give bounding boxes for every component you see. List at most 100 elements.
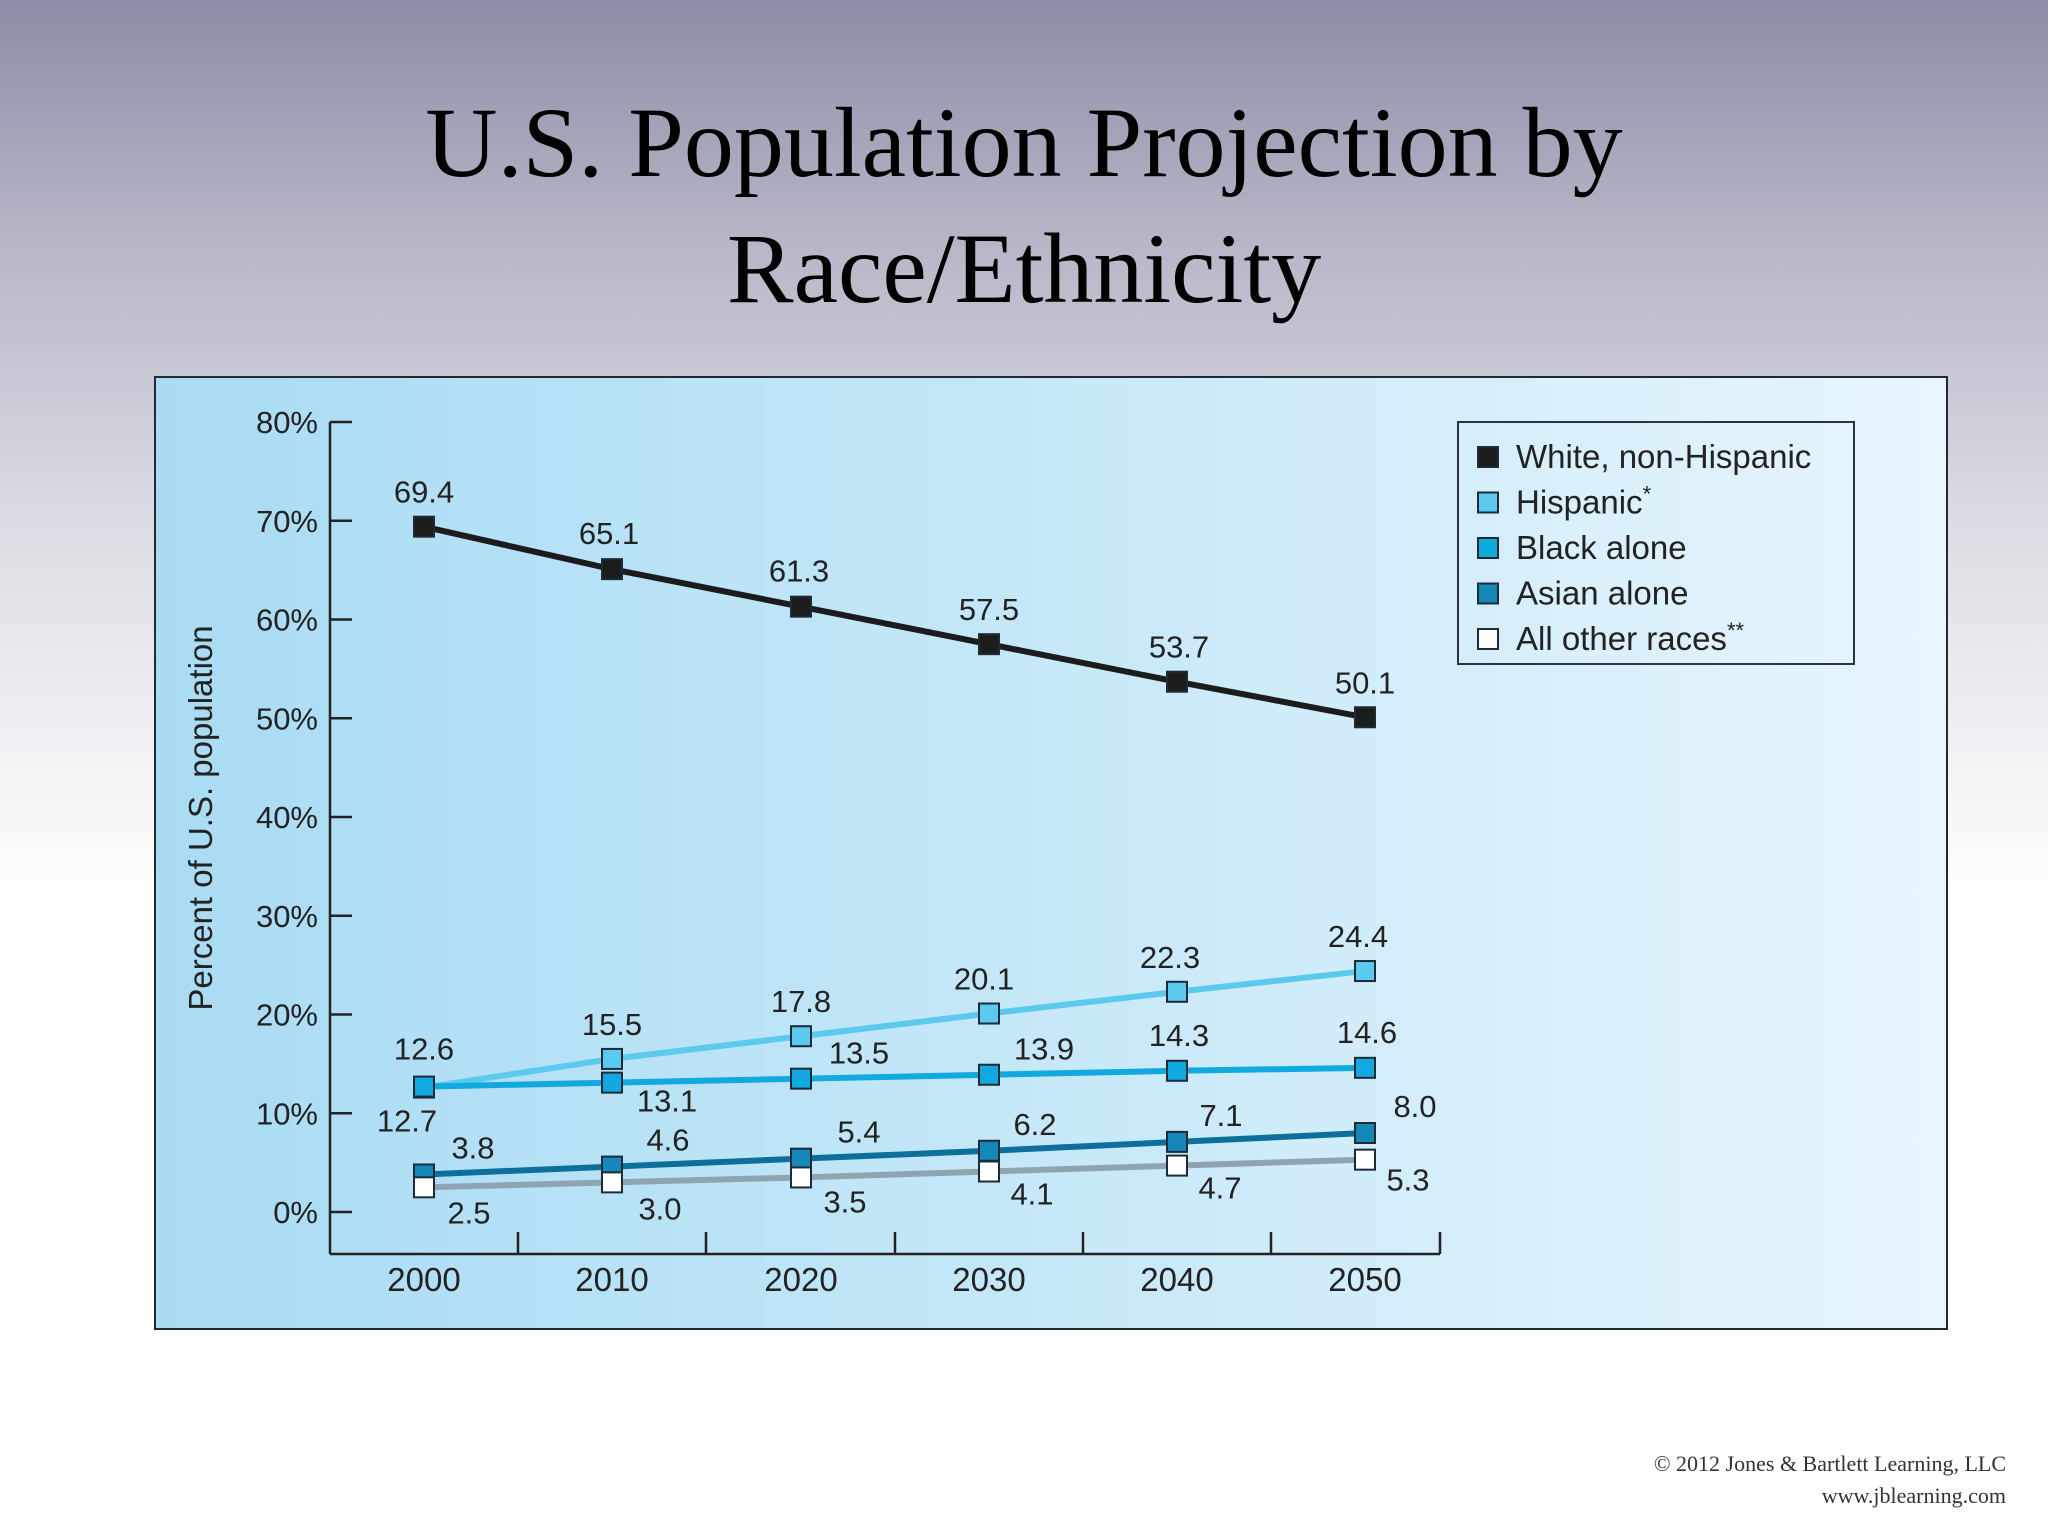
data-point	[978, 1063, 1000, 1086]
data-label: 8.0	[1393, 1089, 1436, 1124]
data-label: 3.8	[451, 1130, 494, 1165]
data-point	[790, 595, 812, 618]
legend-swatch	[1477, 582, 1499, 605]
data-point	[413, 515, 435, 538]
line-chart: 0% 10% 20% 30% 40% 50% 60% 70% 80% 2000 2010 2020 20…	[182, 405, 1855, 1298]
data-label: 20.1	[954, 962, 1014, 997]
legend-label-text: Asian alone	[1516, 575, 1688, 612]
data-point	[601, 1071, 623, 1094]
data-label: 17.8	[771, 984, 831, 1019]
data-point	[1166, 670, 1188, 693]
data-label: 13.9	[1014, 1032, 1074, 1067]
data-label: 12.6	[394, 1032, 454, 1067]
data-label: 57.5	[959, 592, 1019, 627]
data-point	[978, 1002, 1000, 1025]
data-label: 4.6	[646, 1123, 689, 1158]
legend-label: All other races**	[1516, 618, 1744, 657]
series-line	[423, 1064, 1366, 1090]
data-point	[978, 1139, 1000, 1162]
data-point	[1166, 1059, 1188, 1082]
x-tick-label: 2030	[952, 1261, 1025, 1298]
y-tick-label: 0%	[273, 1195, 318, 1230]
data-point	[790, 1025, 812, 1048]
data-point	[1354, 960, 1376, 983]
y-tick-label: 10%	[256, 1096, 318, 1131]
legend-swatch	[1477, 628, 1499, 650]
y-axis-title: Percent of U.S. population	[182, 625, 219, 1010]
data-label: 50.1	[1335, 665, 1395, 700]
legend-footnote-marker: **	[1727, 618, 1745, 643]
data-label: 12.7	[377, 1104, 437, 1139]
data-label: 61.3	[769, 554, 829, 589]
legend-label: White, non-Hispanic	[1516, 438, 1811, 475]
y-tick-label: 50%	[256, 701, 318, 736]
x-tick-label: 2000	[387, 1261, 460, 1298]
slide-title-line-2: Race/Ethnicity	[726, 213, 1322, 324]
data-point	[1354, 1122, 1376, 1144]
legend-swatch	[1477, 537, 1499, 559]
data-point	[1354, 706, 1376, 729]
x-tick-label: 2050	[1328, 1261, 1401, 1298]
legend-label: Hispanic*	[1516, 482, 1652, 521]
data-label: 13.5	[829, 1036, 889, 1071]
data-label: 65.1	[579, 516, 639, 551]
publisher-url: www.jblearning.com	[1821, 1483, 2006, 1508]
data-label: 22.3	[1140, 940, 1200, 975]
legend-box	[1457, 421, 1855, 665]
data-label: 2.5	[447, 1195, 490, 1230]
data-point	[601, 1047, 623, 1070]
chart-panel: 0% 10% 20% 30% 40% 50% 60% 70% 80% 2000 2010 2020 20…	[154, 376, 1948, 1330]
data-label: 7.1	[1199, 1098, 1242, 1133]
data-label: 5.3	[1386, 1163, 1429, 1198]
data-label: 5.4	[837, 1115, 880, 1150]
data-label: 4.1	[1010, 1177, 1053, 1212]
data-point	[413, 1075, 435, 1098]
x-tick-label: 2020	[764, 1261, 837, 1298]
data-label: 24.4	[1328, 919, 1388, 954]
data-label: 3.5	[823, 1184, 866, 1219]
series-line	[423, 1156, 1366, 1191]
data-point	[601, 558, 623, 581]
data-label: 15.5	[582, 1007, 642, 1042]
data-point	[1354, 1148, 1376, 1171]
legend-footnote-marker: *	[1643, 482, 1652, 507]
legend-label-text: All other races	[1516, 620, 1727, 657]
series-line	[423, 968, 1366, 1091]
data-label: 14.6	[1337, 1015, 1397, 1050]
y-tick-label: 70%	[256, 504, 318, 539]
y-tick-label: 40%	[256, 800, 318, 835]
data-label: 13.1	[637, 1084, 697, 1119]
y-tick-label: 20%	[256, 998, 318, 1033]
data-point	[790, 1166, 812, 1189]
data-point	[978, 1160, 1000, 1183]
data-point	[1354, 1056, 1376, 1079]
data-point	[790, 1067, 812, 1090]
legend-swatch	[1477, 491, 1499, 514]
x-tick-label: 2040	[1140, 1261, 1213, 1298]
series-line	[423, 523, 1366, 721]
copyright-text: © 2012 Jones & Bartlett Learning, LLC	[1653, 1451, 2006, 1476]
legend-label: Black alone	[1516, 529, 1687, 566]
data-label: 4.7	[1198, 1171, 1241, 1206]
data-point	[601, 1171, 623, 1194]
data-point	[1166, 1154, 1188, 1177]
y-tick-label: 80%	[256, 405, 318, 440]
data-label: 14.3	[1149, 1018, 1209, 1053]
data-point	[978, 633, 1000, 656]
data-label: 69.4	[394, 475, 454, 510]
data-point	[790, 1147, 812, 1170]
data-point	[1166, 1130, 1188, 1153]
copyright-notice: © 2012 Jones & Bartlett Learning, LLC ww…	[1654, 1448, 2006, 1512]
data-label: 53.7	[1149, 630, 1209, 665]
legend-label-text: White, non-Hispanic	[1516, 438, 1811, 475]
data-label: 3.0	[638, 1191, 681, 1226]
data-point	[413, 1176, 435, 1199]
data-point	[1166, 980, 1188, 1003]
series-line	[423, 1130, 1366, 1178]
slide-title: U.S. Population Projection by Race/Ethni…	[0, 80, 2048, 332]
y-tick-label: 60%	[256, 603, 318, 638]
slide-title-line-1: U.S. Population Projection by	[425, 87, 1623, 198]
legend-label-text: Hispanic	[1516, 484, 1643, 521]
legend-label-text: Black alone	[1516, 529, 1687, 566]
legend-label: Asian alone	[1516, 575, 1688, 612]
